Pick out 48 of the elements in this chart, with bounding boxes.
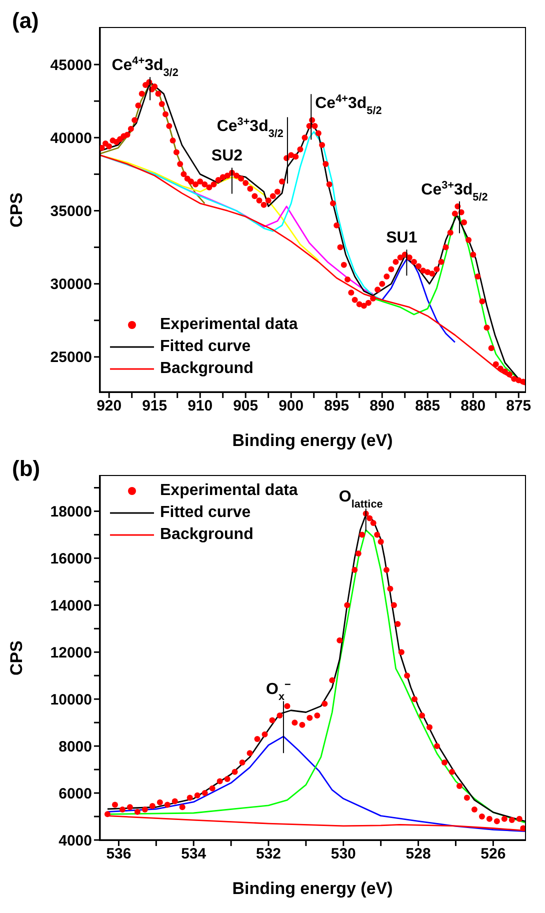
y-axis-title: CPS [7,640,26,676]
x-tick-label: 875 [506,398,532,415]
x-tick-label: 885 [415,398,440,415]
y-tick-label: 16000 [50,550,92,568]
annotation: SU2 [211,148,243,165]
x-tick-label: 915 [142,398,168,415]
legend-label: Background [160,525,254,545]
y-tick-label: 45000 [50,56,92,74]
annotation: SU1 [386,230,418,247]
chart-title: (b) [12,456,40,482]
annotation: O$_{lattice}$ [338,488,383,511]
x-tick-label: 532 [256,846,282,863]
annotation: Ce$^{4+}$3d$_{5/2}$ [315,93,382,118]
x-tick-label: 880 [460,398,486,415]
y-tick-label: 6000 [58,785,92,802]
x-axis-title: Binding energy (eV) [232,431,393,450]
legend-label: Experimental data [160,315,298,335]
y-tick-label: 35000 [50,203,92,220]
y-tick-label: 14000 [50,597,92,614]
x-tick-label: 526 [480,846,506,863]
y-tick-label: 12000 [50,644,92,662]
y-tick-label: 25000 [50,349,92,366]
x-tick-label: 920 [96,398,122,415]
x-tick-label: 900 [278,398,304,415]
legend-label: Background [160,359,254,379]
x-tick-label: 534 [181,846,207,863]
y-tick-label: 30000 [50,276,92,294]
x-tick-label: 905 [233,398,258,415]
y-tick-label: 10000 [50,691,92,708]
x-tick-label: 895 [324,398,350,415]
annotation: Ce$^{3+}$3d$_{3/2}$ [216,116,284,140]
legend-label: Fitted curve [160,503,251,523]
x-tick-label: 536 [106,846,132,863]
y-tick-label: 8000 [58,738,92,756]
legend-label: Fitted curve [160,337,251,357]
annotation: Ce$^{3+}$3d$_{5/2}$ [421,179,488,204]
x-tick-label: 530 [330,846,356,863]
x-tick-label: 890 [370,398,395,415]
y-tick-label: 18000 [50,504,92,521]
chart-title: (a) [12,8,39,34]
x-tick-label: 528 [406,846,431,863]
x-axis-title: Binding energy (eV) [232,879,393,898]
y-axis-title: CPS [7,192,26,228]
x-tick-label: 910 [188,398,213,415]
y-tick-label: 40000 [50,130,92,147]
legend-label: Experimental data [160,481,298,501]
y-tick-label: 4000 [58,832,92,850]
annotation: Ce$^{4+}$3d$_{3/2}$ [112,55,178,80]
